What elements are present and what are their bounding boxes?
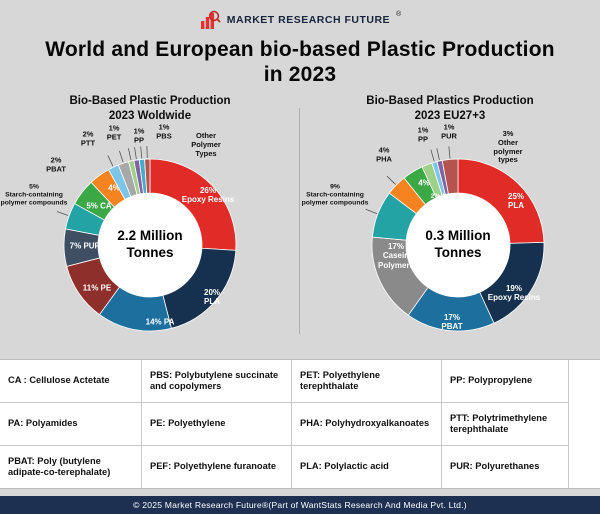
eu-donut-area: 0.3 Million Tonnes 25% PLA 19% Epoxy Res… [300,123,600,353]
leader-line [107,155,114,167]
leader-line [430,149,435,162]
leader-line [436,148,440,161]
leader-line [386,176,396,185]
legend-item: PET: Polyethylene terephthalate [292,360,441,404]
legend-item: PUR: Polyurethanes [450,461,540,472]
mrf-logo-icon [200,10,221,29]
legend-item: PHA: Polyhydroxyalkanoates [292,403,441,447]
legend-column-1: CA : Cellulose Actetate PA: Polyamides P… [0,360,142,489]
worldwide-donut-area: 2.2 Million Tonnes 26% Epoxy Resins 20% … [0,123,300,353]
abbreviation-legend: CA : Cellulose Actetate PA: Polyamides P… [0,359,600,490]
leader-line [134,147,137,160]
logo-text: MARKET RESEARCH FUTURE [226,14,391,26]
leader-line [448,146,451,159]
eu-chart-column: Bio-Based Plastics Production 2023 EU27+… [300,94,600,353]
worldwide-chart-title: Bio-Based Plastic Production 2023 Woldwi… [69,95,231,123]
eu-chart-title: Bio-Based Plastics Production 2023 EU27+… [366,95,534,123]
legend-item: PA: Polyamides [0,403,141,447]
eu-total-label: 0.3 Million Tonnes [406,193,510,298]
vertical-divider [299,108,300,335]
footer-copyright: © 2025 Market Research Future®(Part of W… [0,496,600,514]
legend-item: PBS: Polybutylene succinate and copolyme… [142,360,291,404]
legend-item: PBAT: Poly (butylene adipate-co-terephal… [8,455,111,478]
worldwide-total-label: 2.2 Million Tonnes [98,193,202,298]
leader-line [365,209,378,215]
legend-column-4: PP: Polypropylene PTT: Polytrimethylene … [442,360,569,489]
legend-column-3: PET: Polyethylene terephthalate PHA: Pol… [292,360,442,489]
legend-item: PEF: Polyethylene furanoate [150,461,277,472]
eu-donut-chart [365,146,545,332]
legend-item: PLA: Polylactic acid [300,461,389,472]
worldwide-donut-chart [56,146,237,332]
legend-item: PE: Polyethylene [142,403,291,447]
leader-line [119,150,124,163]
legend-item: PP: Polypropylene [442,360,568,404]
leader-line [140,146,143,159]
legend-item: PTT: Polytrimethylene terephthalate [442,403,568,447]
legend-column-2: PBS: Polybutylene succinate and copolyme… [142,360,292,489]
worldwide-chart-column: Bio-Based Plastic Production 2023 Woldwi… [0,94,300,353]
charts-row: Bio-Based Plastic Production 2023 Woldwi… [0,94,600,353]
legend-item: CA : Cellulose Actetate [0,360,141,404]
logo: MARKET RESEARCH FUTURE ® [0,0,600,32]
leader-line [56,211,69,217]
registered-mark: ® [396,10,402,18]
leader-line [128,148,132,161]
page-title: World and European bio-based Plastic Pro… [45,38,555,87]
